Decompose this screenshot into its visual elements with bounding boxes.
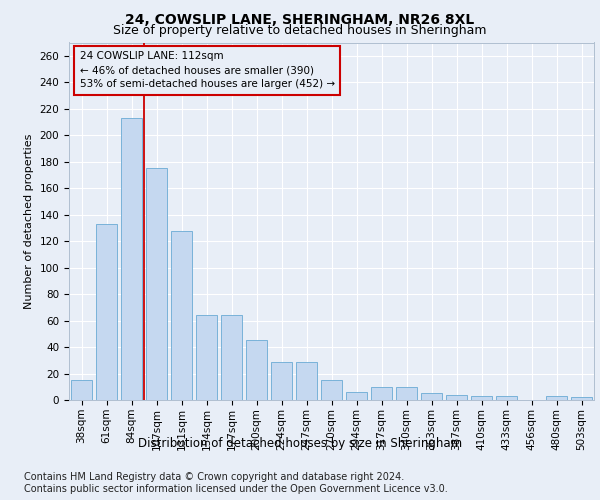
Bar bbox=[471, 396, 492, 400]
Bar bbox=[296, 362, 317, 400]
Bar bbox=[346, 392, 367, 400]
Bar bbox=[396, 387, 417, 400]
Bar bbox=[371, 387, 392, 400]
Bar bbox=[496, 396, 517, 400]
Text: Contains HM Land Registry data © Crown copyright and database right 2024.: Contains HM Land Registry data © Crown c… bbox=[24, 472, 404, 482]
Bar bbox=[221, 316, 242, 400]
Bar bbox=[546, 396, 567, 400]
Bar bbox=[96, 224, 117, 400]
Text: 24 COWSLIP LANE: 112sqm
← 46% of detached houses are smaller (390)
53% of semi-d: 24 COWSLIP LANE: 112sqm ← 46% of detache… bbox=[79, 52, 335, 90]
Bar bbox=[446, 394, 467, 400]
Y-axis label: Number of detached properties: Number of detached properties bbox=[24, 134, 34, 309]
Bar bbox=[171, 230, 192, 400]
Bar bbox=[321, 380, 342, 400]
Bar bbox=[146, 168, 167, 400]
Text: 24, COWSLIP LANE, SHERINGHAM, NR26 8XL: 24, COWSLIP LANE, SHERINGHAM, NR26 8XL bbox=[125, 12, 475, 26]
Bar bbox=[271, 362, 292, 400]
Bar bbox=[246, 340, 267, 400]
Bar bbox=[421, 394, 442, 400]
Bar bbox=[71, 380, 92, 400]
Text: Contains public sector information licensed under the Open Government Licence v3: Contains public sector information licen… bbox=[24, 484, 448, 494]
Bar bbox=[571, 398, 592, 400]
Text: Distribution of detached houses by size in Sheringham: Distribution of detached houses by size … bbox=[138, 438, 462, 450]
Bar bbox=[121, 118, 142, 400]
Bar bbox=[196, 316, 217, 400]
Text: Size of property relative to detached houses in Sheringham: Size of property relative to detached ho… bbox=[113, 24, 487, 37]
